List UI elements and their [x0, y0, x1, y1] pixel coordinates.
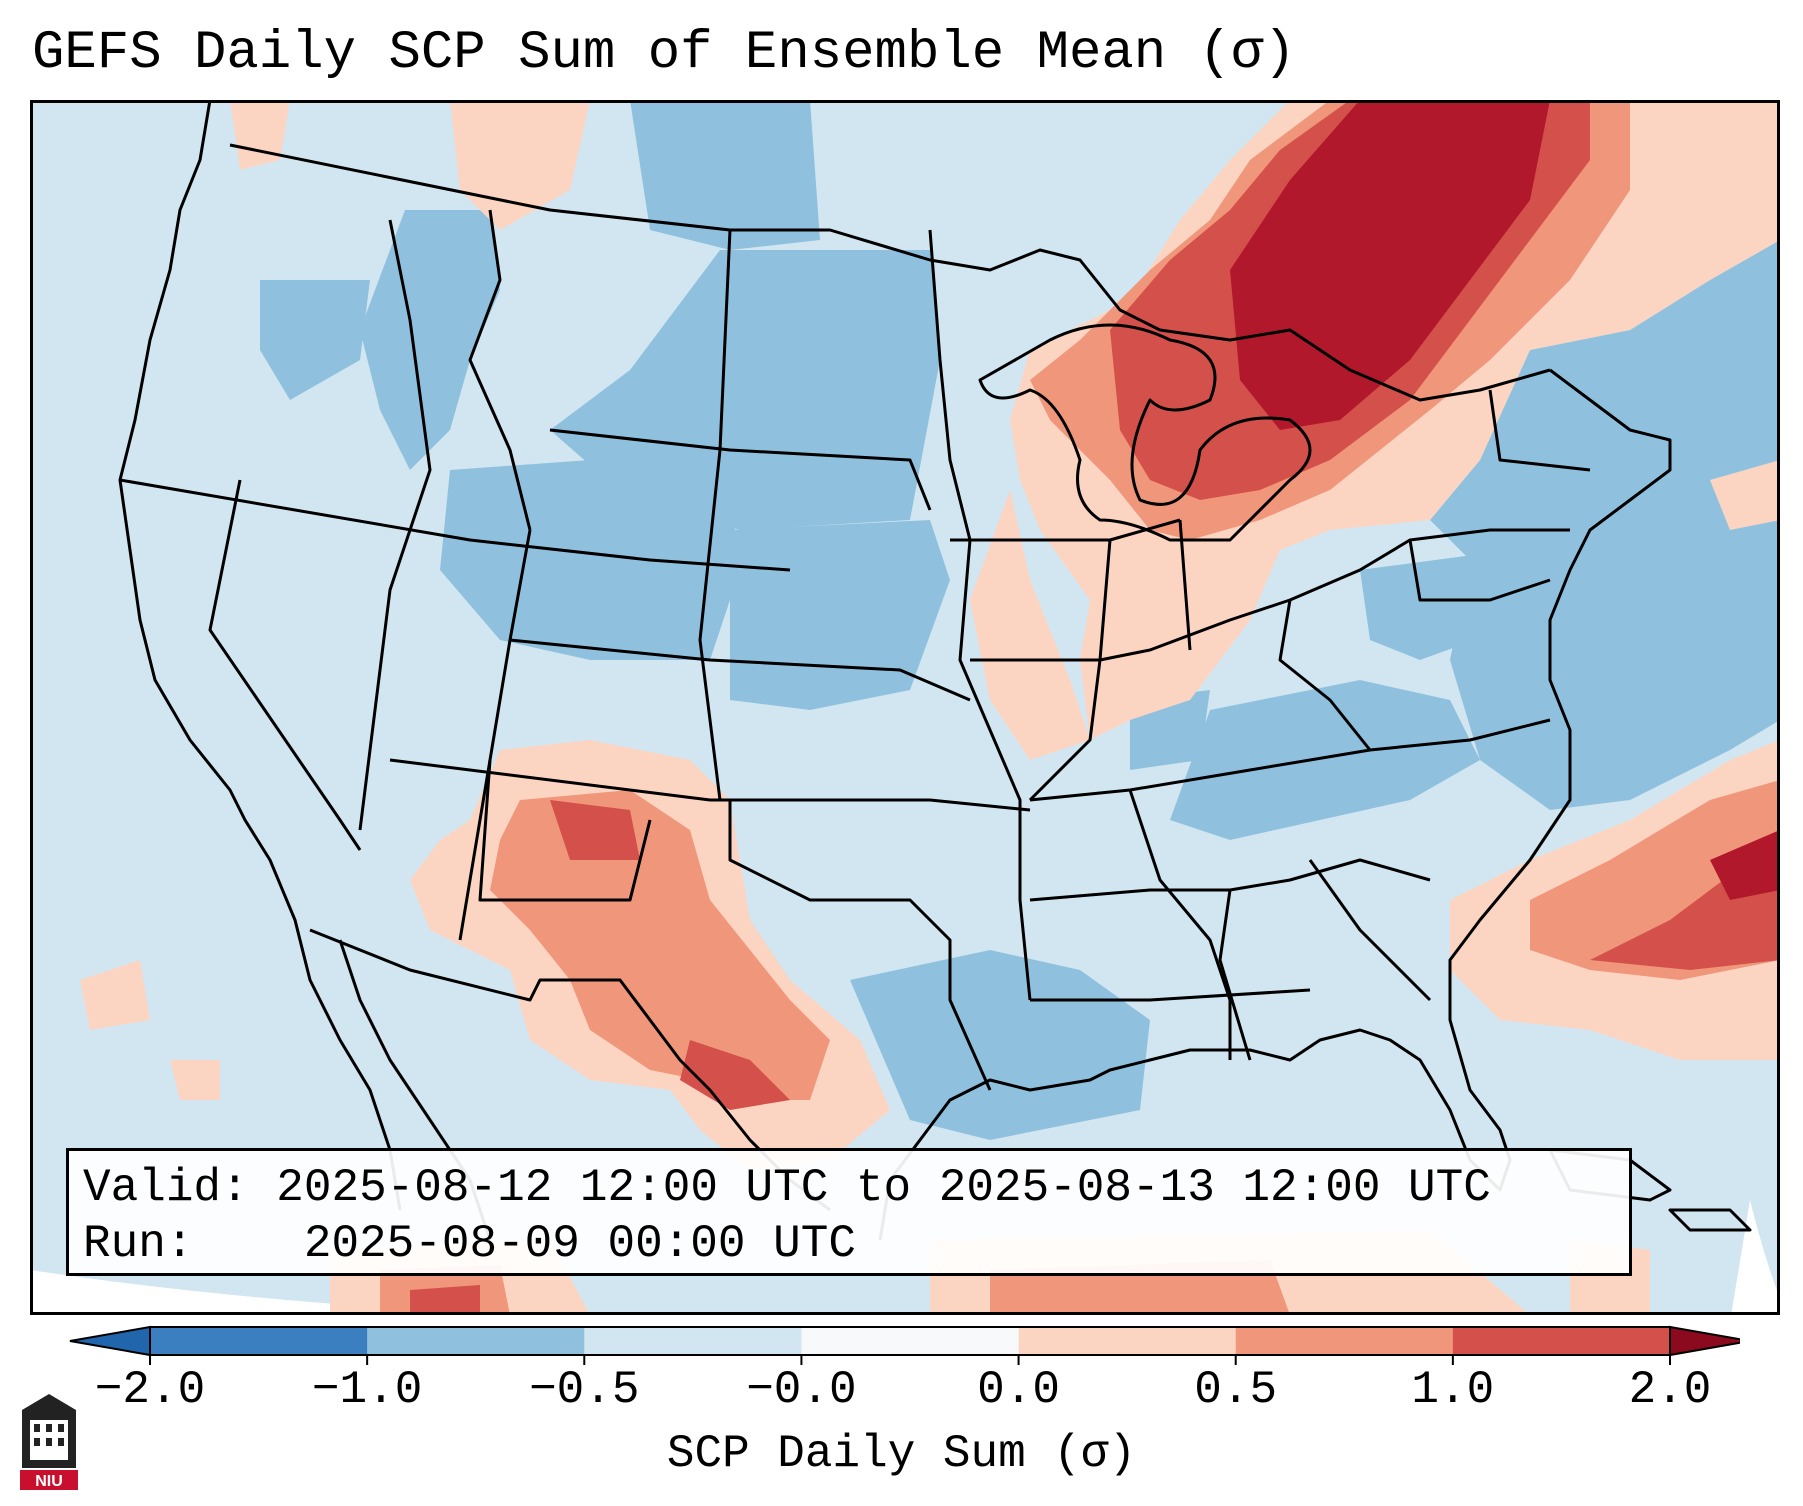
valid-period: 2025-08-12 12:00 UTC to 2025-08-13 12:00… [276, 1162, 1491, 1214]
colorbar-segment [150, 1327, 368, 1355]
colorbar-label: SCP Daily Sum (σ) [666, 1428, 1137, 1480]
colorbar-segment [584, 1327, 802, 1355]
colorbar-tick-label: −1.0 [311, 1364, 423, 1416]
colorbar-segment [367, 1327, 585, 1355]
canada-border [229, 143, 1551, 402]
scp-negative-moderate [260, 100, 1780, 1140]
map-title: GEFS Daily SCP Sum of Ensemble Mean (σ) [32, 23, 1296, 84]
great-lakes-outline [978, 323, 1312, 542]
map-frame [30, 100, 1780, 1315]
colorbar-segment [1452, 1327, 1671, 1355]
colorbar-tick-label: −2.0 [94, 1364, 206, 1416]
colorbar-tick-label: 0.0 [977, 1364, 1060, 1416]
validity-info-box: Valid: 2025-08-12 12:00 UTC to 2025-08-1… [66, 1148, 1632, 1276]
colorbar-tick-label: −0.0 [746, 1364, 857, 1416]
colorbar-tick-label: 2.0 [1628, 1364, 1712, 1416]
run-time: 2025-08-09 00:00 UTC [303, 1218, 856, 1270]
niu-logo: NIU [20, 1394, 78, 1490]
west-coastline [118, 100, 402, 1211]
colorbar-segment [801, 1327, 1020, 1355]
map-panel [30, 100, 1780, 1315]
colorbar-segment [1235, 1327, 1454, 1355]
logo-text: NIU [35, 1473, 63, 1490]
valid-label: Valid: [83, 1162, 249, 1214]
scp-positive-extreme [1230, 100, 1780, 900]
colorbar-segment [1018, 1327, 1237, 1355]
run-row: Run: 2025-08-09 00:00 UTC [83, 1216, 1615, 1272]
valid-row: Valid: 2025-08-12 12:00 UTC to 2025-08-1… [83, 1160, 1615, 1216]
colorbar-extend-low [69, 1325, 151, 1357]
colorbar-tick-label: 0.5 [1194, 1364, 1278, 1416]
colorbar-tick-label: 1.0 [1411, 1364, 1495, 1416]
run-label: Run: [83, 1218, 194, 1270]
colorbar-extend-high [1669, 1325, 1740, 1357]
colorbar-tick-label: −0.5 [529, 1364, 640, 1416]
off-domain-region [1731, 1200, 1780, 1315]
colorbar [69, 1325, 1740, 1365]
off-domain-region [30, 1270, 513, 1315]
colorbar-frame [149, 1326, 1671, 1356]
